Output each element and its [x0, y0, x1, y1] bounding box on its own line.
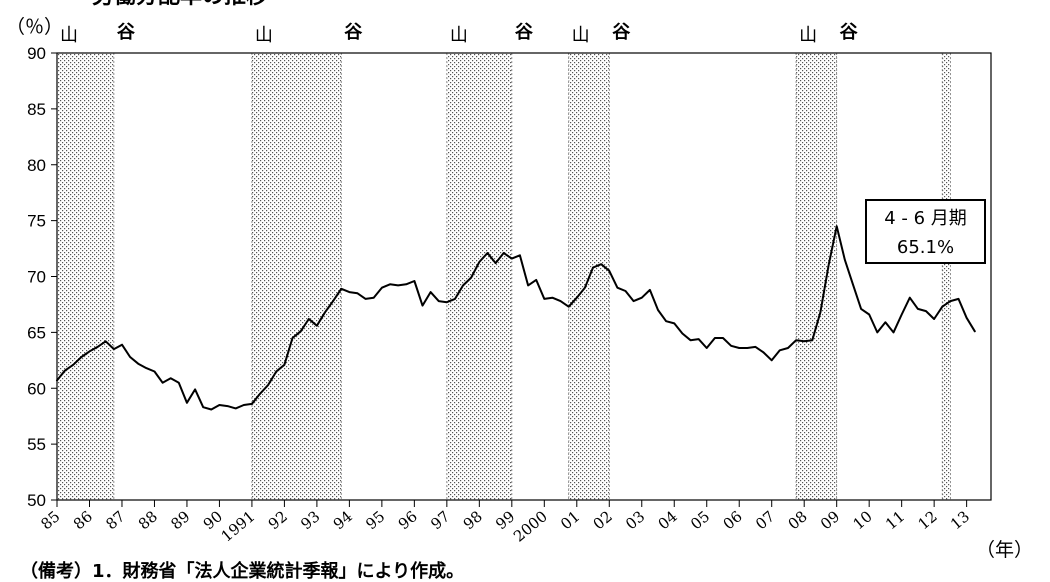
- trough-label: 谷: [840, 22, 859, 43]
- recession-band-0: [57, 53, 114, 500]
- x-tick-label: 04: [655, 507, 681, 533]
- x-tick-label: 06: [720, 507, 746, 533]
- x-tick-label: 98: [460, 507, 486, 533]
- source-note: （備考）1．財務省「法人企業統計季報」により作成。: [20, 561, 465, 582]
- y-tick-label: 55: [27, 435, 46, 454]
- x-tick-label: 11: [882, 507, 908, 533]
- peak-label: 山: [450, 25, 468, 46]
- y-tick-label: 70: [27, 268, 46, 287]
- x-tick-label: 85: [37, 507, 63, 533]
- x-tick-label: 88: [135, 507, 161, 533]
- x-tick-label: 89: [167, 507, 193, 533]
- x-tick-label: 92: [265, 507, 291, 533]
- x-tick-label: 13: [947, 507, 973, 533]
- peak-label: 山: [255, 25, 273, 46]
- x-tick-label: 93: [297, 507, 323, 533]
- y-tick-label: 90: [27, 44, 46, 63]
- annotation-value: 65.1%: [896, 237, 955, 258]
- trough-label: 谷: [515, 22, 534, 43]
- y-tick-label: 50: [27, 491, 46, 510]
- peak-label: 山: [799, 25, 817, 46]
- x-tick-label: 96: [395, 507, 421, 533]
- y-tick-label: 85: [27, 100, 46, 119]
- x-tick-label: 87: [102, 507, 128, 533]
- recession-band-2: [446, 53, 512, 500]
- x-tick-label: 02: [590, 507, 616, 533]
- trough-label: 谷: [344, 22, 363, 43]
- x-tick-label: 05: [687, 507, 713, 533]
- recession-shading: [56, 53, 951, 500]
- x-tick-label: 86: [70, 507, 96, 533]
- trough-label: 谷: [612, 22, 631, 43]
- x-tick-label: 09: [817, 507, 843, 533]
- x-tick-label: 10: [850, 507, 876, 533]
- x-tick-label: 1991: [218, 507, 259, 545]
- recession-band-4: [796, 53, 837, 500]
- x-tick-label: 97: [427, 507, 453, 533]
- series: [56, 225, 976, 411]
- x-tick-label: 01: [557, 507, 583, 533]
- recession-band-1: [251, 53, 342, 500]
- x-tick-label: 95: [362, 507, 388, 533]
- y-tick-label: 75: [27, 212, 46, 231]
- annotation-period: 4 - 6 月期: [884, 208, 967, 229]
- y-tick-label: 60: [27, 379, 46, 398]
- labor-share-line: [56, 225, 976, 411]
- peak-label: 山: [572, 25, 590, 46]
- x-tick-label: 07: [752, 507, 778, 533]
- plot-frame: [56, 52, 992, 501]
- x-tick-label: 2000: [510, 507, 551, 545]
- y-tick-label: 80: [27, 156, 46, 175]
- y-axis-unit: （％）: [6, 16, 64, 38]
- chart-title: 労働分配率の推移: [92, 0, 268, 8]
- recession-band-5: [942, 53, 951, 500]
- x-tick-label: 94: [330, 507, 356, 533]
- x-tick-label: 08: [785, 507, 811, 533]
- peak-label: 山: [60, 25, 78, 46]
- x-axis-unit: （年）: [976, 539, 1034, 561]
- annotation-box: 4 - 6 月期 65.1%: [865, 199, 986, 264]
- y-tick-label: 65: [27, 323, 46, 342]
- x-tick-label: 12: [915, 507, 941, 533]
- axes: [51, 52, 992, 507]
- x-tick-label: 03: [622, 507, 648, 533]
- trough-label: 谷: [117, 22, 136, 43]
